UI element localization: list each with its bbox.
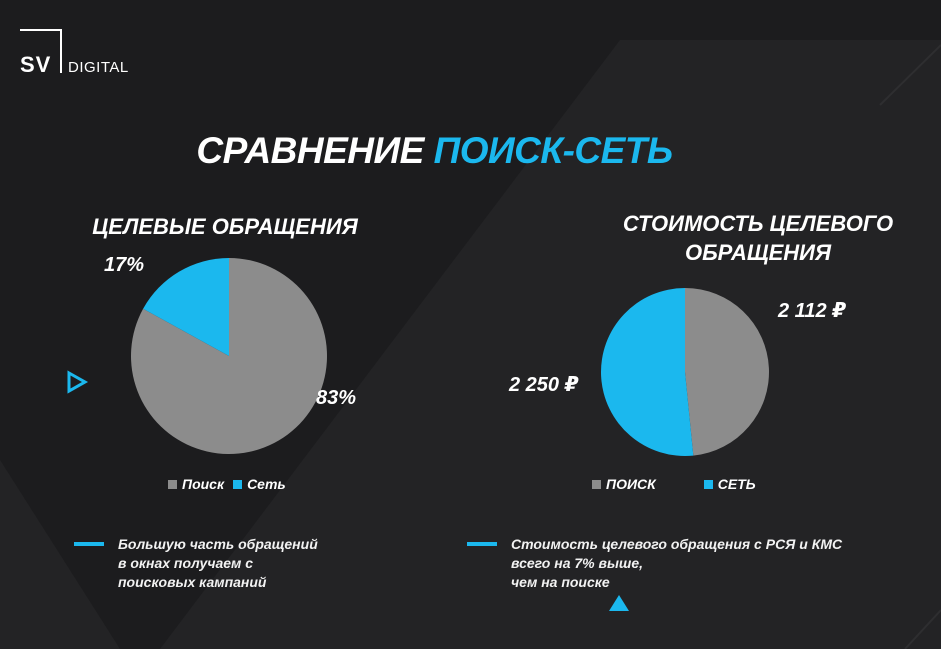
title-main: СРАВНЕНИЕ	[196, 130, 434, 171]
legend-swatch-blue	[703, 479, 713, 489]
note-right-text: Стоимость целевого обращения с РСЯ и КМС…	[511, 536, 843, 590]
legend-item-set: СЕТЬ	[703, 476, 756, 492]
note-right-dash	[467, 542, 497, 546]
chart-left-title: ЦЕЛЕВЫЕ ОБРАЩЕНИЯ	[92, 214, 358, 239]
data-label-search-left: 83%	[316, 387, 357, 409]
legend-label-set: Сеть	[247, 476, 286, 492]
data-label-set-left: 17%	[104, 254, 145, 276]
logo-sv: SV	[20, 52, 52, 77]
note-left: Большую часть обращений в окнах получаем…	[118, 535, 318, 592]
data-label-search-right: 2 112 ₽	[778, 300, 847, 322]
pie-chart-left	[131, 258, 327, 454]
legend-label-search: Поиск	[182, 476, 225, 492]
pie-slice-search	[131, 258, 327, 454]
data-label-set-right: 2 250 ₽	[509, 374, 579, 396]
chart-right-title: СТОИМОСТЬ ЦЕЛЕВОГО ОБРАЩЕНИЯ	[622, 211, 894, 265]
legend-right: ПОИСК СЕТЬ	[592, 476, 765, 492]
legend-swatch-gray	[592, 479, 601, 489]
legend-item-search: ПОИСК	[592, 476, 656, 492]
legend-swatch-blue	[233, 479, 243, 489]
up-triangle-icon	[609, 595, 629, 611]
logo-frame	[20, 29, 62, 73]
note-left-text: Большую часть обращений в окнах получаем…	[118, 536, 318, 590]
pie-slice-set	[143, 258, 229, 356]
legend-label-set: СЕТЬ	[717, 476, 756, 492]
legend-left: Поиск Сеть	[168, 476, 295, 492]
page-title: СРАВНЕНИЕ ПОИСК-СЕТЬ	[0, 130, 869, 172]
legend-swatch-gray	[168, 479, 177, 489]
pie-slice-search	[685, 288, 769, 456]
legend-label-search: ПОИСК	[606, 476, 656, 492]
note-right: Стоимость целевого обращения с РСЯ и КМС…	[511, 535, 842, 592]
logo-digital: DIGITAL	[68, 59, 129, 76]
logo: SV DIGITAL	[20, 29, 160, 79]
legend-item-search: Поиск	[168, 476, 224, 492]
title-accent: ПОИСК-СЕТЬ	[433, 130, 674, 171]
legend-item-set: Сеть	[233, 476, 286, 492]
play-triangle-icon	[67, 370, 89, 394]
pie-chart-right	[600, 288, 769, 456]
note-left-dash	[74, 542, 104, 546]
pie-slice-set	[600, 288, 694, 456]
